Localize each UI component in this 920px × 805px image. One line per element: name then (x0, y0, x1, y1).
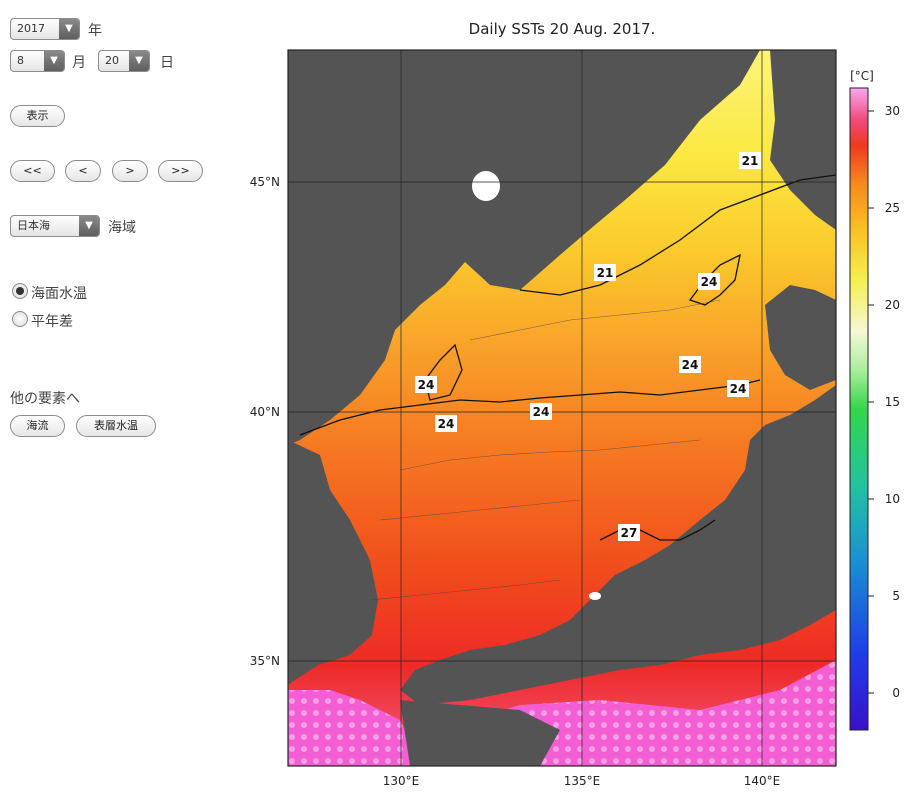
month-select[interactable]: 8 ▼ (10, 50, 65, 72)
sea-area-value: 日本海 (17, 219, 50, 232)
current-button[interactable]: 海流 (10, 415, 65, 437)
contour-label: 24 (698, 273, 720, 290)
nav-next-button[interactable]: > (112, 160, 148, 182)
show-button[interactable]: 表示 (10, 105, 65, 127)
land-hokkaido (765, 285, 836, 390)
colorbar-tick-0: 0 (892, 686, 900, 700)
other-elements-label: 他の要素へ (10, 391, 80, 407)
sea-area-select[interactable]: 日本海 ▼ (10, 215, 100, 237)
island (589, 592, 601, 600)
svg-text:21: 21 (742, 154, 759, 168)
lat-tick-35: 35°N (250, 654, 280, 668)
nav-last-button[interactable]: >> (158, 160, 203, 182)
subsurface-temp-button[interactable]: 表層水温 (76, 415, 156, 437)
colorbar-tick-10: 10 (885, 492, 900, 506)
colorbar-tick-15: 15 (885, 395, 900, 409)
contour-label: 24 (415, 376, 437, 393)
island (472, 171, 500, 201)
svg-text:24: 24 (418, 378, 435, 392)
month-value: 8 (17, 54, 24, 67)
nav-prev-button[interactable]: < (65, 160, 101, 182)
colorbar-tick-30: 30 (885, 104, 900, 118)
map-title: Daily SSTs 20 Aug. 2017. (468, 20, 656, 38)
svg-text:24: 24 (438, 417, 455, 431)
colorbar-tick-20: 20 (885, 298, 900, 312)
contour-21 (519, 174, 836, 296)
svg-text:21: 21 (597, 266, 614, 280)
colorbar (849, 87, 869, 731)
radio-sst-label: 海面水温 (31, 286, 87, 302)
colorbar-tick-25: 25 (885, 201, 900, 215)
land-continent (288, 50, 760, 445)
year-unit: 年 (88, 23, 102, 39)
sea-area-unit: 海域 (108, 220, 136, 236)
contour-label: 27 (618, 524, 640, 541)
colorbar-unit: [°C] (850, 69, 874, 83)
land-korea (288, 440, 378, 685)
radio-sst[interactable] (12, 283, 28, 299)
contour-label: 21 (739, 152, 761, 169)
map-frame (287, 49, 837, 767)
colorbar-tick-5: 5 (892, 589, 900, 603)
chevron-down-icon: ▼ (79, 216, 99, 236)
svg-text:24: 24 (533, 405, 550, 419)
lat-tick-40: 40°N (250, 405, 280, 419)
year-select[interactable]: 2017 ▼ (10, 18, 80, 40)
contour-label: 21 (594, 264, 616, 281)
svg-text:24: 24 (682, 358, 699, 372)
lon-tick-140: 140°E (744, 774, 781, 788)
month-unit: 月 (72, 55, 86, 71)
contour-label: 24 (727, 380, 749, 397)
contour-24b (424, 343, 463, 401)
contour-24 (299, 379, 761, 436)
radio-anomaly[interactable] (12, 311, 28, 327)
chevron-down-icon: ▼ (59, 19, 79, 39)
land-honshu (400, 385, 836, 705)
contour-label: 24 (530, 403, 552, 420)
chevron-down-icon: ▼ (44, 51, 64, 71)
day-select[interactable]: 20 ▼ (98, 50, 150, 72)
svg-text:24: 24 (730, 382, 747, 396)
svg-text:24: 24 (701, 275, 718, 289)
lon-tick-130: 130°E (383, 774, 420, 788)
lon-tick-135: 135°E (564, 774, 601, 788)
contour-label: 24 (679, 356, 701, 373)
chevron-down-icon: ▼ (129, 51, 149, 71)
radio-anomaly-label: 平年差 (31, 314, 73, 330)
nav-first-button[interactable]: << (10, 160, 55, 182)
day-value: 20 (105, 54, 119, 67)
lat-tick-45: 45°N (250, 175, 280, 189)
svg-text:27: 27 (621, 526, 638, 540)
land-sakhalin (770, 50, 836, 230)
day-unit: 日 (160, 55, 174, 71)
contour-label: 24 (435, 415, 457, 432)
year-value: 2017 (17, 22, 45, 35)
